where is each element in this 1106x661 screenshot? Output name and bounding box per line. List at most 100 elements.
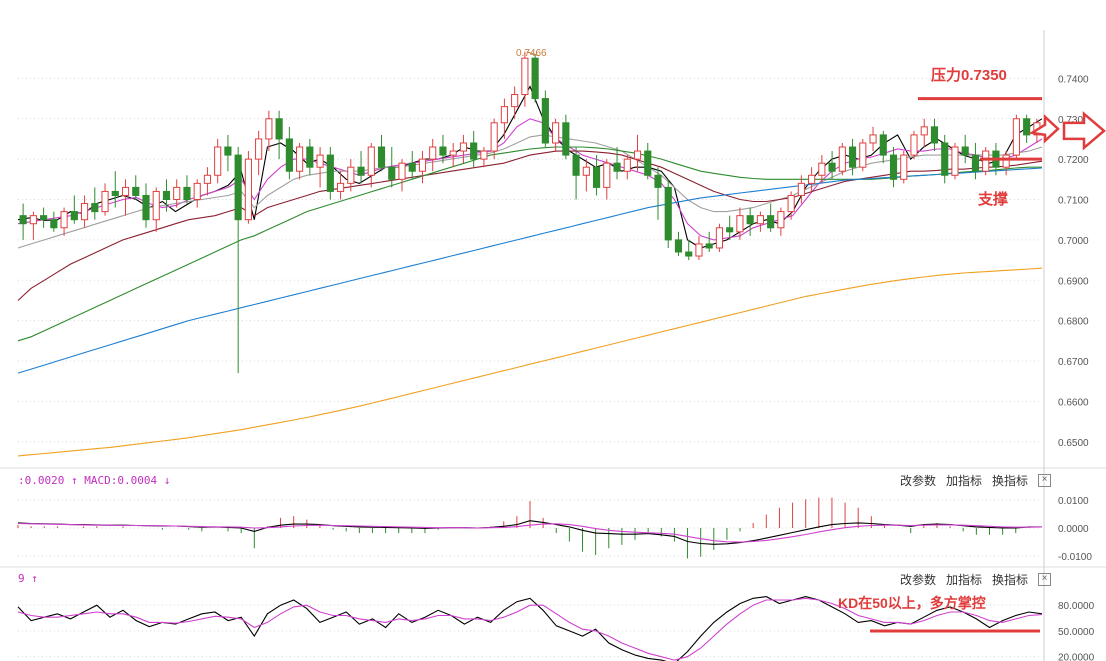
resistance-annotation: 压力0.7350 xyxy=(931,67,1007,84)
candle-body xyxy=(480,150,488,160)
candle-body xyxy=(326,154,334,192)
swap-indicator-button[interactable]: 换指标 xyxy=(992,474,1029,488)
candle-body xyxy=(941,142,949,176)
candle-body xyxy=(838,146,846,172)
candle-body xyxy=(572,154,580,176)
candle-body xyxy=(592,166,601,188)
candle-body xyxy=(70,211,78,221)
arrow-icon xyxy=(1028,113,1060,144)
candle-body xyxy=(746,215,754,225)
macd-dea-line xyxy=(17,522,1043,543)
price-tick-label: 0.6500 xyxy=(1058,438,1089,449)
candle-body xyxy=(459,142,468,152)
candle-body xyxy=(644,150,652,176)
candle-body xyxy=(449,150,457,156)
candle-body xyxy=(982,150,990,172)
kd-tick-label: 20.0000 xyxy=(1058,653,1095,661)
candle-body xyxy=(316,154,324,168)
high-marker-line xyxy=(526,51,540,57)
close-icon[interactable]: × xyxy=(1038,474,1052,487)
candle-body xyxy=(879,134,887,156)
price-tick-label: 0.7400 xyxy=(1058,74,1089,85)
candle-body xyxy=(818,162,826,176)
candle-body xyxy=(961,146,969,156)
price-tick-label: 0.6700 xyxy=(1058,357,1089,368)
candle-body xyxy=(633,150,642,160)
macd-tick-label: 0.0000 xyxy=(1058,524,1089,535)
candle-body xyxy=(408,162,416,172)
candle-body xyxy=(255,138,263,160)
ma-line xyxy=(17,267,1043,457)
candle-body xyxy=(971,154,980,172)
candle-body xyxy=(193,182,201,201)
candle-body xyxy=(654,174,662,188)
candle-body xyxy=(336,182,345,192)
candle-body xyxy=(808,174,816,184)
ma-line xyxy=(17,134,1043,249)
price-tick-label: 0.7200 xyxy=(1058,155,1089,166)
candle-body xyxy=(1002,154,1010,168)
ma-line xyxy=(17,167,1043,374)
ma-line xyxy=(17,150,1043,301)
kd-tick-label: 80.0000 xyxy=(1058,601,1095,612)
candle-body xyxy=(439,146,447,156)
candle-body xyxy=(613,162,621,172)
candle-body xyxy=(142,194,150,221)
kd-toolbar: 改参数 加指标 换指标 × xyxy=(900,571,1052,588)
change-params-button[interactable]: 改参数 xyxy=(900,573,937,587)
macd-toolbar: 改参数 加指标 换指标 × xyxy=(900,472,1052,489)
high-price-label: 0.7466 xyxy=(516,48,547,59)
candle-body xyxy=(859,142,867,168)
candle-body xyxy=(367,146,375,176)
candle-body xyxy=(80,203,89,221)
close-icon[interactable]: × xyxy=(1038,573,1052,586)
candle-body xyxy=(930,126,939,144)
candle-body xyxy=(19,215,27,225)
candle-body xyxy=(674,239,683,253)
candle-body xyxy=(357,166,365,176)
candle-body xyxy=(429,146,437,160)
kd-tick-label: 50.0000 xyxy=(1058,627,1095,638)
candle-body xyxy=(787,194,795,213)
candle-body xyxy=(797,182,805,196)
candle-body xyxy=(889,154,898,180)
candle-body xyxy=(111,190,119,196)
candle-body xyxy=(132,186,140,196)
change-params-button[interactable]: 改参数 xyxy=(900,474,937,488)
candle-body xyxy=(60,211,68,229)
add-indicator-button[interactable]: 加指标 xyxy=(946,474,983,488)
candle-body xyxy=(511,94,519,108)
candle-body xyxy=(418,158,427,172)
candle-body xyxy=(705,243,713,249)
price-tick-label: 0.7100 xyxy=(1058,196,1089,207)
candle-body xyxy=(664,186,672,241)
candle-body xyxy=(900,154,908,180)
kd-title: 9 ↑ xyxy=(18,572,38,585)
add-indicator-button[interactable]: 加指标 xyxy=(946,573,983,587)
candle-body xyxy=(29,215,37,225)
price-tick-label: 0.7300 xyxy=(1058,115,1089,126)
candle-body xyxy=(582,166,590,176)
candle-body xyxy=(1012,118,1020,156)
candle-body xyxy=(121,186,130,196)
candle-body xyxy=(244,158,252,221)
candle-body xyxy=(695,243,703,257)
candle-body xyxy=(521,57,529,96)
candle-body xyxy=(347,166,355,184)
candle-body xyxy=(562,122,570,156)
candle-body xyxy=(285,138,293,172)
candle-body xyxy=(152,190,160,221)
candle-body xyxy=(910,134,918,156)
candle-body xyxy=(50,219,58,229)
candle-body xyxy=(951,146,959,176)
candle-body xyxy=(388,166,396,180)
candle-body xyxy=(296,146,304,172)
candle-body xyxy=(162,190,171,201)
candle-body xyxy=(767,215,775,229)
support-annotation: 支撑 xyxy=(978,191,1009,208)
candle-body xyxy=(377,146,386,168)
candle-body xyxy=(101,190,109,213)
candle-body xyxy=(500,106,508,124)
swap-indicator-button[interactable]: 换指标 xyxy=(992,573,1029,587)
